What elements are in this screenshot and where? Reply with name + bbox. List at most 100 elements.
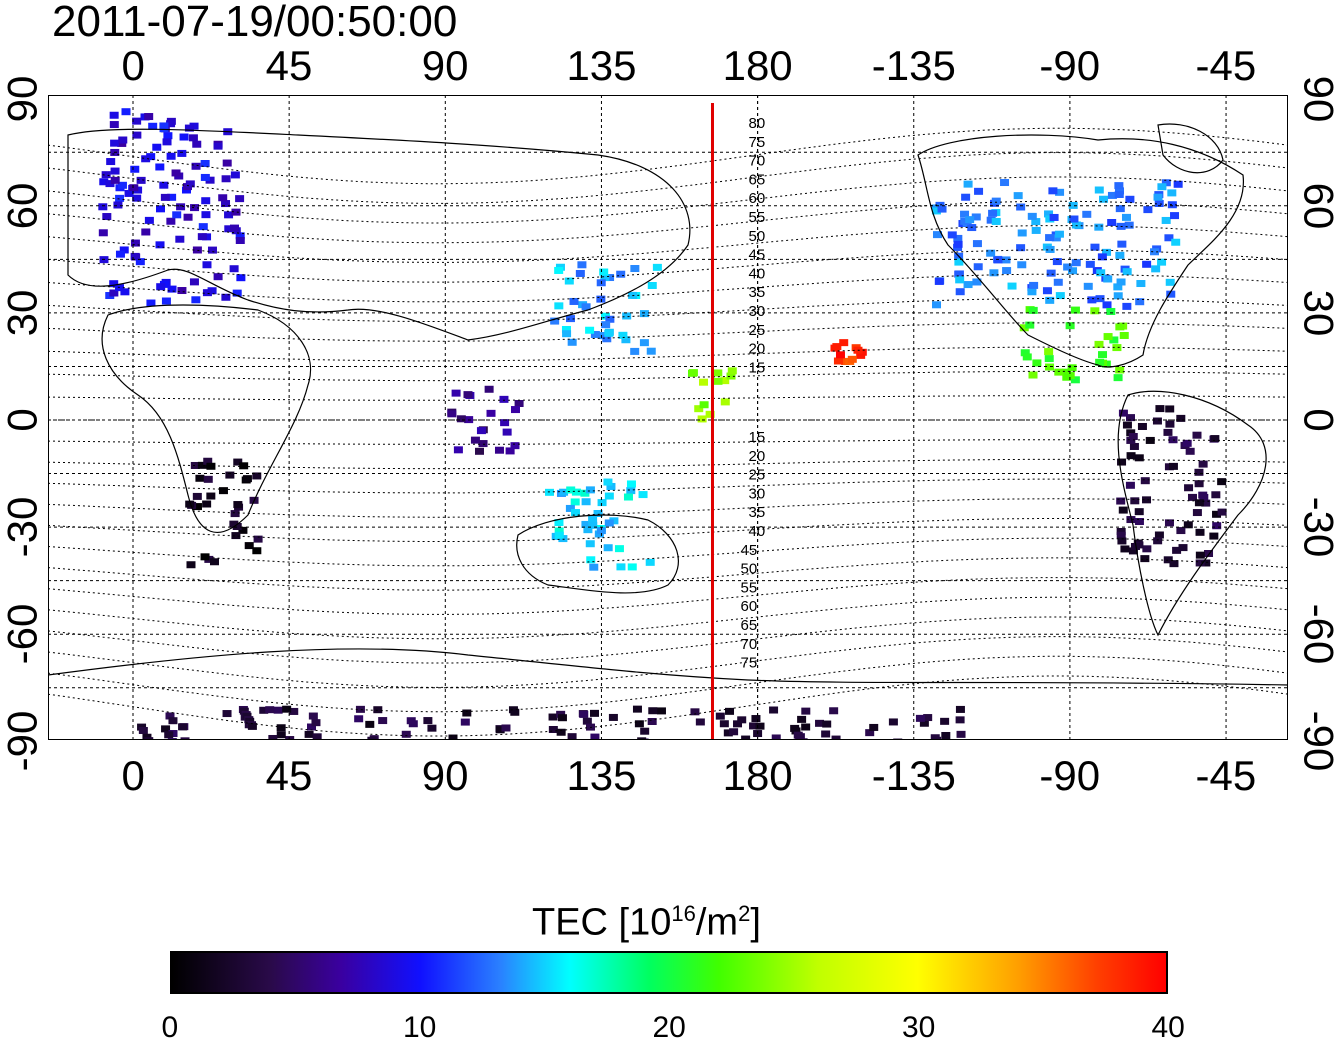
tec-cell <box>462 710 471 717</box>
top-lon-label: 45 <box>266 45 313 87</box>
tec-cell <box>1043 287 1052 294</box>
tec-cell <box>957 731 966 738</box>
contour-label-south: 25 <box>748 467 765 484</box>
tec-cell <box>889 718 898 725</box>
tec-cell <box>616 271 625 278</box>
tec-cell <box>605 493 614 500</box>
right-lat-label: -60 <box>1297 604 1339 665</box>
tec-cell <box>159 122 168 129</box>
tec-cell <box>98 203 107 210</box>
left-lat-label: -90 <box>1 711 43 772</box>
tec-cell <box>848 356 857 363</box>
tec-cell <box>1082 211 1091 218</box>
tec-cell <box>1174 181 1183 188</box>
tec-cell <box>1107 219 1116 226</box>
tec-cell <box>956 716 965 723</box>
right-lat-label: -90 <box>1297 711 1339 772</box>
tec-cell <box>1209 533 1218 540</box>
tec-cell <box>653 264 662 271</box>
tec-cell <box>282 706 291 713</box>
tec-cell <box>175 236 184 243</box>
tec-cell <box>277 731 286 738</box>
tec-cell <box>1169 463 1178 470</box>
tec-cell <box>499 396 508 403</box>
tec-cell <box>177 150 186 157</box>
tec-cell <box>129 184 138 191</box>
tec-cell <box>940 718 949 725</box>
tec-cell <box>1183 440 1192 447</box>
tec-cell <box>305 731 314 738</box>
tec-cell <box>1129 433 1138 440</box>
tec-cell <box>122 108 131 115</box>
tec-cell <box>354 715 363 722</box>
tec-cell <box>586 540 595 547</box>
contour-label-north: 65 <box>748 171 765 188</box>
tec-cell <box>1018 229 1027 236</box>
tec-cell <box>869 724 878 731</box>
tec-cell <box>219 487 228 494</box>
tec-cell <box>236 237 245 244</box>
tec-cell <box>582 498 591 505</box>
tec-cell <box>627 480 636 487</box>
tec-cell <box>1199 461 1208 468</box>
tec-cell <box>974 263 983 270</box>
top-lon-label: 0 <box>122 45 145 87</box>
tec-cell <box>562 330 571 337</box>
tec-cell <box>156 283 165 290</box>
tec-cell <box>378 717 387 724</box>
tec-cell <box>1179 544 1188 551</box>
left-lat-label: 90 <box>1 75 43 122</box>
tec-cell <box>1125 222 1134 229</box>
tec-cell <box>1054 369 1063 376</box>
tec-cell <box>956 288 965 295</box>
tec-cell <box>604 330 613 337</box>
tec-cell <box>192 141 201 148</box>
tec-cell <box>111 168 120 175</box>
tec-cell <box>1194 469 1203 476</box>
contour-label-north: 55 <box>748 209 765 226</box>
tec-cell <box>365 721 374 728</box>
tec-cell <box>1116 498 1125 505</box>
tec-cell <box>577 261 586 268</box>
tec-cell <box>622 312 631 319</box>
contour-label-south: 35 <box>748 504 765 521</box>
tec-cell <box>1165 421 1174 428</box>
colorbar-title-prefix: TEC [10 <box>532 902 671 944</box>
tec-cell <box>452 390 461 397</box>
tec-cell <box>1103 301 1112 308</box>
left-lat-label: 60 <box>1 182 43 229</box>
tec-cell <box>245 542 254 549</box>
tec-cell <box>1114 292 1123 299</box>
tec-cell <box>1095 187 1104 194</box>
tec-cell <box>822 721 831 728</box>
tec-cell <box>646 559 655 566</box>
tec-cell <box>1166 279 1175 286</box>
tec-map: 8075706560555045403530252015152025303540… <box>48 95 1288 740</box>
tec-cell <box>131 240 140 247</box>
tec-cell <box>834 358 843 365</box>
tec-cell <box>801 708 810 715</box>
tec-cell <box>1106 308 1115 315</box>
tec-cell <box>201 211 210 218</box>
contour-label-south: 45 <box>740 542 757 559</box>
tec-cell <box>713 369 722 376</box>
tec-cell <box>186 561 195 568</box>
tec-cell <box>206 493 215 500</box>
tec-cell <box>113 201 122 208</box>
tec-cell <box>402 731 411 738</box>
tec-cell <box>1084 283 1093 290</box>
top-lon-label: -135 <box>872 45 956 87</box>
tec-cell <box>1114 374 1123 381</box>
tec-cell <box>992 218 1001 225</box>
tec-cell <box>177 287 186 294</box>
tec-cell <box>974 188 983 195</box>
tec-cell <box>961 194 970 201</box>
tec-cell <box>554 267 563 274</box>
timestamp-title: 2011-07-19/00:50:00 <box>52 0 457 46</box>
tec-cell <box>1151 265 1160 272</box>
tec-cell <box>137 177 146 184</box>
tec-cell <box>588 522 597 529</box>
tec-cell <box>616 563 625 570</box>
tec-cell <box>1023 353 1032 360</box>
tec-cell <box>231 171 240 178</box>
